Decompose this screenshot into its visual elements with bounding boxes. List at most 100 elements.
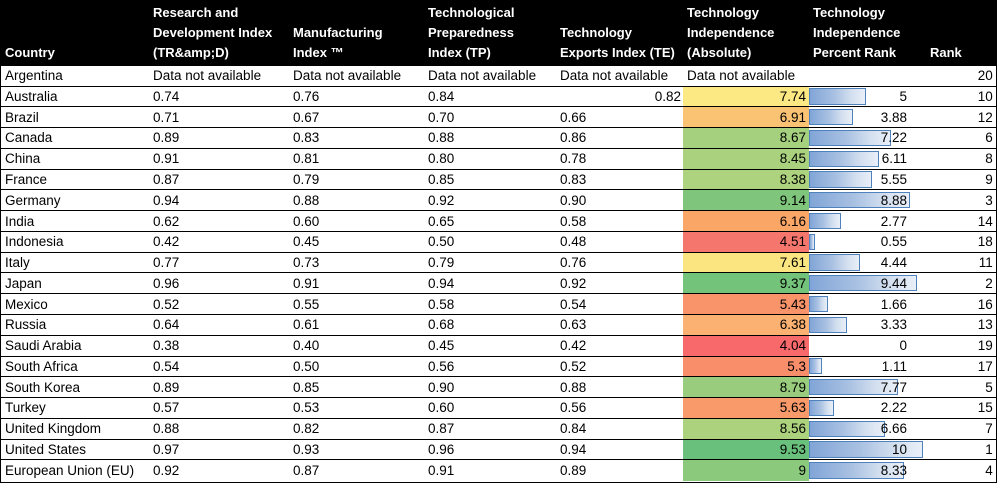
cell-abs: 8.56 (683, 418, 809, 439)
cell-pct: 6.66 (809, 419, 926, 439)
cell-tp: 0.85 (428, 172, 455, 187)
cell-te: 0.88 (560, 379, 587, 395)
cell-mfg: 0.76 (293, 88, 320, 104)
percent-rank-value: 10 (891, 441, 907, 457)
cell-abs: 8.38 (683, 169, 809, 190)
cell-mfg: 0.60 (293, 213, 320, 229)
column-header-technological-preparedness-index: Technological Preparedness Index (TP) (428, 4, 515, 60)
cell-pct: 8.33 (809, 460, 926, 481)
cell-tp: 0.60 (428, 400, 455, 416)
cell-rank: 10 (977, 88, 993, 104)
cell-mfg: 0.67 (293, 109, 320, 125)
cell-rank: 7 (985, 421, 993, 437)
cell-rd: 0.62 (153, 213, 180, 229)
percent-rank-data-bar (809, 275, 917, 292)
cell-te: Data not available (560, 68, 669, 84)
cell-pct: 3.33 (809, 315, 926, 335)
column-header-research-development-index: Research and Development Index (TR&amp;D… (153, 4, 273, 60)
cell-abs: 4.51 (683, 231, 809, 252)
cell-country: Germany (5, 192, 61, 208)
table-row: Japan 0.96 0.91 0.94 0.92 9.37 9.44 2 (1, 273, 996, 295)
table-row: Saudi Arabia 0.38 0.40 0.45 0.42 4.04 0 19 (1, 335, 996, 357)
percent-rank-value: 7.77 (880, 379, 907, 395)
cell-mfg: 0.55 (293, 296, 320, 312)
percent-rank-data-bar (809, 254, 860, 271)
cell-te: 0.42 (560, 338, 587, 354)
cell-pct: 2.77 (809, 211, 926, 231)
percent-rank-data-bar (809, 316, 847, 333)
cell-rank: 11 (978, 255, 993, 271)
cell-rd: 0.88 (153, 421, 180, 437)
cell-mfg: 0.85 (293, 379, 320, 395)
column-header-country: Country (5, 44, 55, 60)
cell-abs: 4.04 (683, 335, 809, 356)
cell-pct: 0.55 (809, 232, 926, 252)
table-row: India 0.62 0.60 0.65 0.58 6.16 2.77 14 (1, 211, 996, 232)
percent-rank-data-bar (809, 233, 816, 250)
cell-te: 0.90 (560, 192, 587, 208)
cell-rank: 2 (985, 275, 993, 291)
percent-rank-data-bar (809, 358, 822, 375)
percent-rank-data-bar (809, 379, 898, 396)
cell-abs: 9.14 (683, 190, 809, 211)
cell-te: 0.84 (560, 421, 587, 437)
cell-rank: 6 (985, 130, 993, 146)
cell-te: 0.82 (654, 88, 681, 104)
cell-rank: 14 (977, 213, 993, 229)
cell-rd: Data not available (153, 68, 262, 84)
cell-rd: 0.89 (153, 130, 180, 146)
cell-rank: 17 (977, 358, 993, 374)
cell-te: 0.76 (560, 255, 587, 271)
table-row: France 0.87 0.79 0.85 0.83 8.38 5.55 9 (1, 169, 996, 191)
cell-mfg: 0.73 (293, 255, 320, 271)
percent-rank-data-bar (809, 212, 841, 230)
cell-tp: 0.68 (428, 317, 455, 333)
cell-country: United Kingdom (5, 421, 102, 437)
cell-country: South Africa (5, 358, 78, 374)
cell-mfg: 0.83 (293, 130, 320, 146)
cell-pct: 1.66 (809, 294, 926, 314)
cell-te: 0.92 (560, 275, 587, 291)
cell-rd: 0.42 (153, 234, 180, 250)
cell-pct (809, 66, 926, 86)
cell-te: 0.48 (560, 234, 587, 250)
percent-rank-value: 5 (899, 88, 907, 104)
percent-rank-data-bar (809, 88, 866, 105)
cell-pct: 5.55 (809, 170, 926, 190)
cell-pct: 2.22 (809, 398, 926, 418)
cell-tp: 0.56 (428, 358, 455, 374)
cell-rd: 0.74 (153, 88, 180, 104)
cell-pct: 10 (809, 440, 926, 460)
cell-pct: 9.44 (809, 273, 926, 293)
table-row: Mexico 0.52 0.55 0.58 0.54 5.43 1.66 16 (1, 294, 996, 315)
cell-tp: 0.90 (428, 379, 455, 395)
percent-rank-value: 9.44 (880, 275, 907, 291)
cell-country: Saudi Arabia (5, 338, 82, 354)
cell-rd: 0.71 (153, 109, 180, 125)
cell-abs: 9 (683, 460, 809, 482)
cell-country: France (5, 172, 48, 187)
cell-tp: 0.65 (428, 213, 455, 229)
cell-tp: 0.70 (428, 109, 455, 125)
cell-rd: 0.57 (153, 400, 180, 416)
table-body: Argentina Data not available Data not avai… (1, 65, 996, 482)
cell-abs: 9.53 (683, 439, 809, 460)
cell-tp: 0.50 (428, 234, 455, 250)
cell-country: Russia (5, 317, 47, 333)
cell-pct: 4.44 (809, 253, 926, 273)
cell-tp: 0.84 (428, 88, 455, 104)
percent-rank-data-bar (809, 150, 879, 167)
cell-mfg: 0.79 (293, 172, 320, 187)
percent-rank-data-bar (809, 171, 873, 188)
cell-rd: 0.91 (153, 151, 180, 167)
cell-tp: 0.80 (428, 151, 455, 167)
percent-rank-value: 0 (899, 338, 907, 354)
cell-tp: 0.87 (428, 421, 455, 437)
cell-te: 0.78 (560, 151, 587, 167)
percent-rank-data-bar (809, 399, 835, 417)
cell-te: 0.66 (560, 109, 587, 125)
cell-country: Brazil (5, 109, 39, 125)
cell-abs: 6.38 (683, 314, 809, 335)
cell-rank: 5 (985, 379, 993, 395)
